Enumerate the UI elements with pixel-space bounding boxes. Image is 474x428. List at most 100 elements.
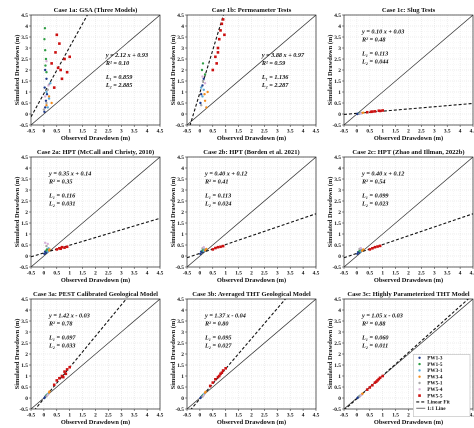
data-point <box>359 394 362 397</box>
data-point <box>68 55 71 59</box>
l2-norm: L₂ = 0.027 <box>204 343 232 350</box>
panel-0: Case 1a: GSA (Three Models) -0.5-0.5 0 0 0.5… <box>14 7 164 142</box>
data-point <box>199 104 203 107</box>
data-point <box>64 372 68 376</box>
data-point <box>45 104 48 107</box>
data-point <box>199 252 202 255</box>
x-tick-label: 2 <box>94 271 97 277</box>
l2-norm: L₂ = 0.011 <box>361 343 388 350</box>
data-point <box>221 369 225 372</box>
y-tick-label: 3.5 <box>334 35 341 41</box>
point-layer <box>43 365 71 400</box>
y-tick-label: 1.5 <box>21 221 28 227</box>
data-point <box>55 33 59 37</box>
x-tick-label: 0 <box>199 413 202 419</box>
data-point <box>211 248 215 251</box>
r-squared: R² = 0.88 <box>361 321 385 328</box>
data-point <box>220 371 224 374</box>
y-axis-label: Simulated Drawdown (m) <box>14 319 21 390</box>
y-tick-label: 4 <box>181 308 184 314</box>
x-tick-label: 0 <box>43 129 46 135</box>
x-tick-label: 0.5 <box>209 271 216 277</box>
data-point <box>58 376 61 380</box>
data-point <box>200 68 204 72</box>
x-tick-label: 4 <box>146 129 149 135</box>
data-point <box>43 106 47 109</box>
y-tick-label: 4 <box>181 24 184 30</box>
x-tick-label: 0.5 <box>209 413 216 419</box>
line-layer <box>187 15 316 125</box>
y-tick-label: 0.5 <box>334 385 341 391</box>
data-point <box>47 97 51 100</box>
data-point <box>65 368 69 371</box>
data-point <box>60 245 64 249</box>
data-point <box>199 86 203 89</box>
y-tick-label: 0.5 <box>21 243 28 249</box>
x-tick-label: 2.5 <box>261 413 268 419</box>
legend-box <box>413 354 471 417</box>
data-point <box>378 244 382 248</box>
data-point <box>47 84 50 87</box>
y-tick-label: 2 <box>338 352 341 358</box>
x-axis-label: Observed Drawdown (m) <box>61 419 130 426</box>
data-point <box>45 244 48 248</box>
y-tick-label: 0.5 <box>177 243 184 249</box>
linear-fit-line <box>34 299 127 409</box>
legend-label: PW1-3 <box>427 356 443 362</box>
x-tick-label: 3.5 <box>444 271 451 277</box>
data-point <box>224 367 227 370</box>
x-tick-label: 0.5 <box>53 271 60 277</box>
x-tick-label: 2 <box>250 129 253 135</box>
linear-fit-line <box>344 102 473 115</box>
panel-title: Case 3b: Averaged THT Geological Model <box>192 291 311 298</box>
y-tick-label: 1 <box>338 232 341 238</box>
data-point <box>50 101 53 105</box>
legend-marker <box>418 381 421 385</box>
x-tick-label: 0 <box>356 413 359 419</box>
l2-norm: L₂ = 2.287 <box>261 82 289 89</box>
y-tick-label: 4 <box>338 308 341 314</box>
data-point <box>199 101 202 105</box>
data-point <box>45 77 48 81</box>
l1-norm: L₁ = 0.859 <box>105 74 132 81</box>
x-axis-label: Observed Drawdown (m) <box>217 277 286 284</box>
data-point <box>359 112 362 115</box>
x-tick-label: 2.5 <box>418 271 425 277</box>
y-tick-label: 0.5 <box>21 385 28 391</box>
panel-title: Case 2a: HPT (McCall and Christy, 2010) <box>37 149 154 156</box>
x-tick-label: 3.5 <box>287 129 294 135</box>
one-to-one-line <box>31 157 160 267</box>
data-point <box>44 57 48 61</box>
y-tick-label: 3.5 <box>21 35 28 41</box>
data-point <box>214 246 217 250</box>
x-tick-label: 4.5 <box>470 271 474 277</box>
data-point <box>56 66 60 70</box>
y-axis-label: Simulated Drawdown (m) <box>170 35 177 106</box>
x-tick-label: -0.5 <box>27 271 36 277</box>
x-tick-label: -0.5 <box>340 271 349 277</box>
x-tick-label: 4 <box>302 413 305 419</box>
data-point <box>49 82 52 85</box>
y-tick-label: 4 <box>25 308 28 314</box>
data-point <box>58 42 61 45</box>
panel-3: Case 2a: HPT (McCall and Christy, 2010) -… <box>14 149 164 284</box>
line-layer <box>187 157 316 267</box>
y-tick-label: 3 <box>25 188 28 194</box>
y-tick-label: 0 <box>338 254 341 260</box>
data-point <box>217 374 221 378</box>
panel-title: Case 2c: HPT (Zhao and Illman, 2022b) <box>352 149 464 156</box>
x-tick-label: 1.5 <box>392 413 399 419</box>
fit-equation: y = 3.88 x + 0.97 <box>261 52 305 59</box>
x-tick-label: 2 <box>94 129 97 135</box>
x-tick-label: 4 <box>146 413 149 419</box>
x-tick-label: -0.5 <box>340 129 349 135</box>
x-tick-label: 0.5 <box>366 129 373 135</box>
y-tick-label: 1 <box>181 374 184 380</box>
panel-4: Case 2b: HPT (Borden et al. 2021) -0.5-0.… <box>170 149 320 284</box>
x-axis-label: Observed Drawdown (m) <box>61 277 130 284</box>
data-point <box>43 110 46 114</box>
x-tick-label: -0.5 <box>183 271 192 277</box>
x-tick-label: -0.5 <box>340 413 349 419</box>
y-tick-label: 3 <box>338 46 341 52</box>
l1-norm: L₁ = 0.095 <box>204 335 231 342</box>
